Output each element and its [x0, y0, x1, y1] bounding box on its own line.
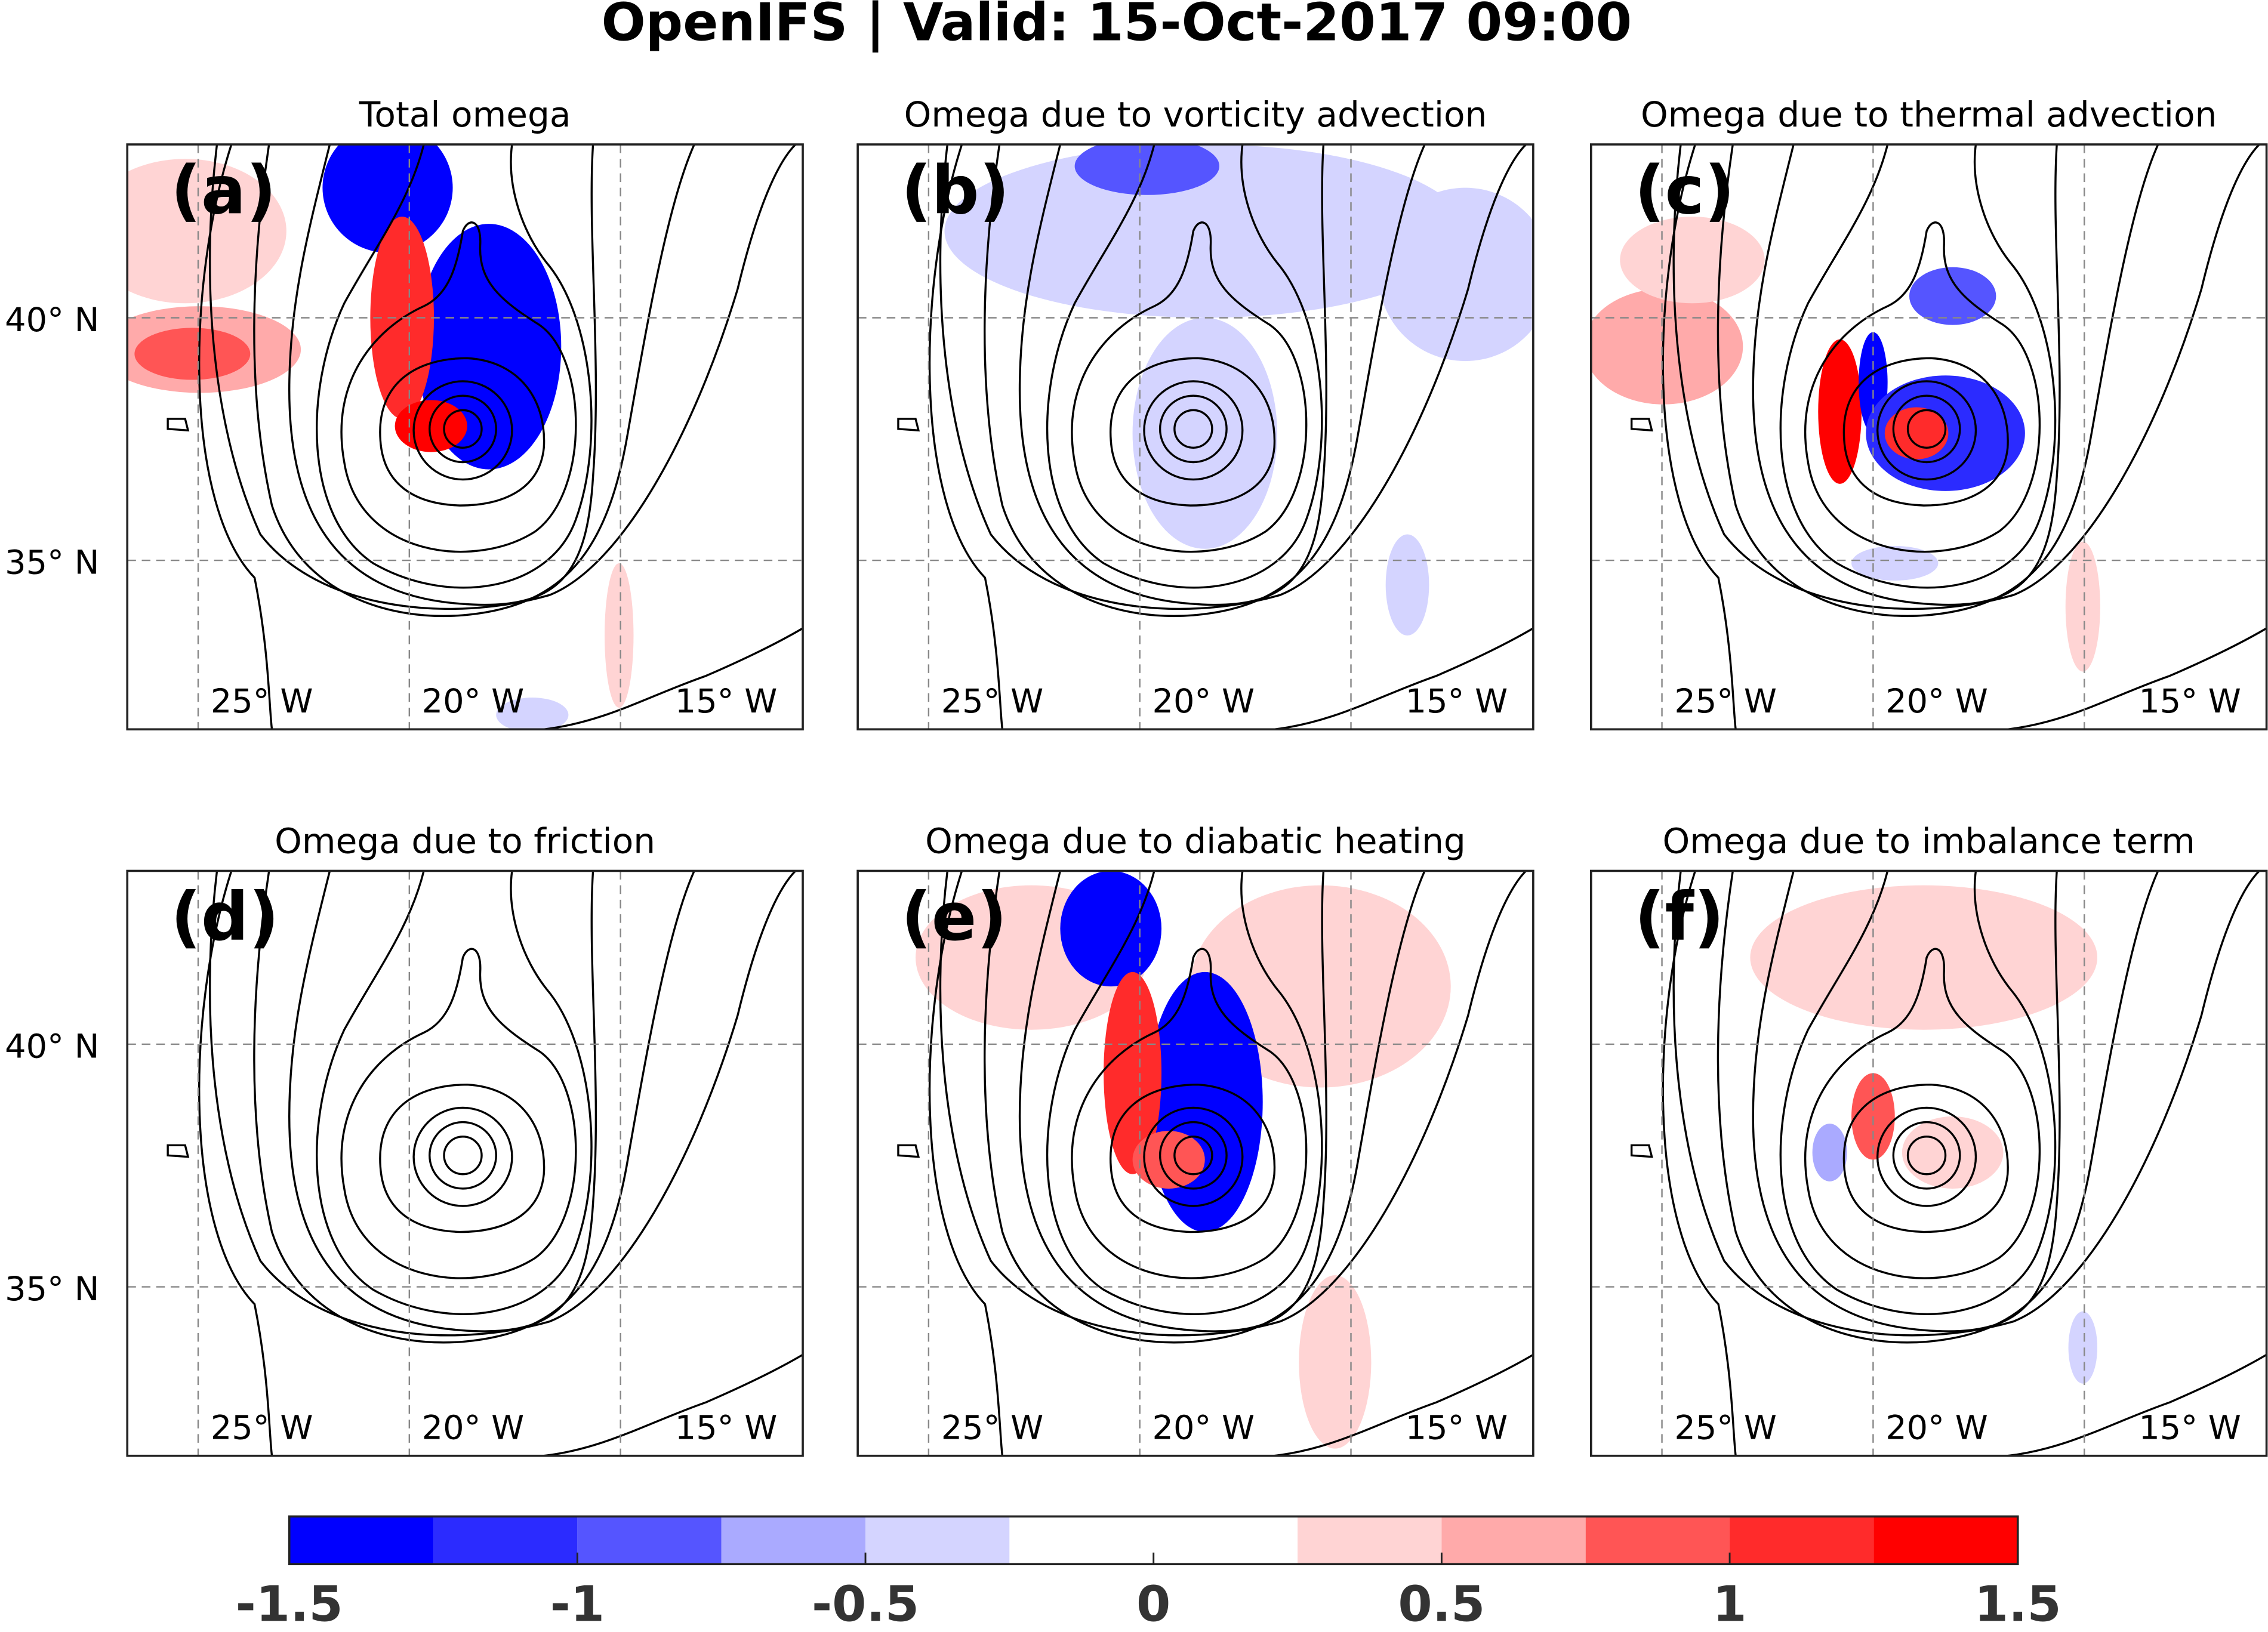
- panel-frame: [1589, 869, 2268, 1457]
- colorbar-bin: [721, 1516, 866, 1565]
- panel-title: Total omega: [359, 94, 571, 135]
- colorbar-bin: [1009, 1516, 1154, 1565]
- lon-label: 15° W: [2138, 682, 2241, 721]
- panel: Omega due to friction (d) 25° W 20° W 15° W 4…: [5, 821, 804, 1457]
- lon-label: 20° W: [1885, 1408, 1988, 1447]
- field: [127, 144, 634, 730]
- colorbar-bin: [433, 1516, 578, 1565]
- panel: Omega due to imbalance term (f) 25° W 20° W…: [1589, 821, 2268, 1457]
- lat-label: 35° N: [5, 1270, 99, 1309]
- lat-label: 40° N: [5, 1027, 99, 1066]
- lon-label: 20° W: [1885, 682, 1988, 721]
- colorbar-bin: [289, 1516, 434, 1565]
- panel: Omega due to vorticity advection (b) 25° W…: [856, 94, 1534, 731]
- lat-label: 35° N: [5, 544, 99, 582]
- field: [944, 144, 1533, 635]
- field: [1750, 885, 2098, 1384]
- lon-label: 15° W: [1406, 1408, 1508, 1447]
- lat-label: 40° N: [5, 301, 99, 340]
- colorbar-bin: [1441, 1516, 1586, 1565]
- panel-frame: [1589, 143, 2268, 731]
- panel: Total omega (a) 25° W 20° W 15° W 40° N 35° N: [5, 94, 804, 731]
- lon-label: 15° W: [1406, 682, 1508, 721]
- panel-frame: [126, 143, 804, 731]
- lon-label: 20° W: [1153, 1408, 1255, 1447]
- panel-title: Omega due to diabatic heating: [925, 821, 1466, 862]
- panel-title: Omega due to imbalance term: [1662, 821, 2195, 862]
- lon-label: 15° W: [675, 1408, 778, 1447]
- figure-title: OpenIFS | Valid: 15-Oct-2017 09:00: [602, 0, 1632, 53]
- colorbar-bin: [1153, 1516, 1298, 1565]
- colorbar-bin: [865, 1516, 1010, 1565]
- colorbar-bin: [1873, 1516, 2018, 1565]
- colorbar-tick-label: 0.5: [1398, 1576, 1485, 1632]
- colorbar-tick-label: -1: [550, 1576, 605, 1632]
- lon-label: 15° W: [675, 682, 778, 721]
- colorbar-bin: [577, 1516, 722, 1565]
- lon-label: 25° W: [1674, 1408, 1777, 1447]
- panel-title: Omega due to vorticity advection: [904, 94, 1487, 135]
- colorbar-tick-label: -0.5: [812, 1576, 919, 1632]
- panel-title: Omega due to friction: [275, 821, 655, 862]
- panel-frame: [856, 869, 1534, 1457]
- lon-label: 15° W: [2138, 1408, 2241, 1447]
- lon-label: 25° W: [1674, 682, 1777, 721]
- colorbar-tick-label: 0: [1136, 1576, 1170, 1632]
- contours: [167, 869, 804, 1457]
- lon-label: 25° W: [941, 1408, 1044, 1447]
- lon-label: 20° W: [422, 1408, 525, 1447]
- panel: Omega due to diabatic heating (e) 25° W 20°…: [856, 821, 1534, 1457]
- colorbar-bin: [1585, 1516, 1730, 1565]
- field: [916, 871, 1451, 1449]
- panel: Omega due to thermal advection (c) 25° W 20…: [1589, 94, 2268, 731]
- panel-label: (b): [901, 153, 1010, 230]
- panel-label: (e): [901, 879, 1007, 956]
- panel-frame: [126, 869, 804, 1457]
- lon-label: 25° W: [211, 1408, 313, 1447]
- colorbar-tick-label: 1.5: [1974, 1576, 2061, 1632]
- colorbar: -1.5 -1 -0.5 0 0.5 1 1.5: [236, 1515, 2061, 1632]
- field: [1591, 217, 2100, 672]
- panel-frame: [856, 143, 1534, 731]
- colorbar-bin: [1730, 1516, 1874, 1565]
- lon-label: 25° W: [941, 682, 1044, 721]
- lon-label: 20° W: [1153, 682, 1255, 721]
- panel-label: (f): [1635, 879, 1724, 956]
- panel-label: (a): [171, 153, 276, 230]
- colorbar-tick-label: -1.5: [236, 1576, 343, 1632]
- colorbar-tick-label: 1: [1712, 1576, 1746, 1632]
- panel-label: (d): [171, 879, 279, 956]
- panel-label: (c): [1635, 153, 1735, 230]
- lon-label: 20° W: [422, 682, 525, 721]
- panel-title: Omega due to thermal advection: [1641, 94, 2217, 135]
- colorbar-bin: [1298, 1516, 1442, 1565]
- lon-label: 25° W: [211, 682, 313, 721]
